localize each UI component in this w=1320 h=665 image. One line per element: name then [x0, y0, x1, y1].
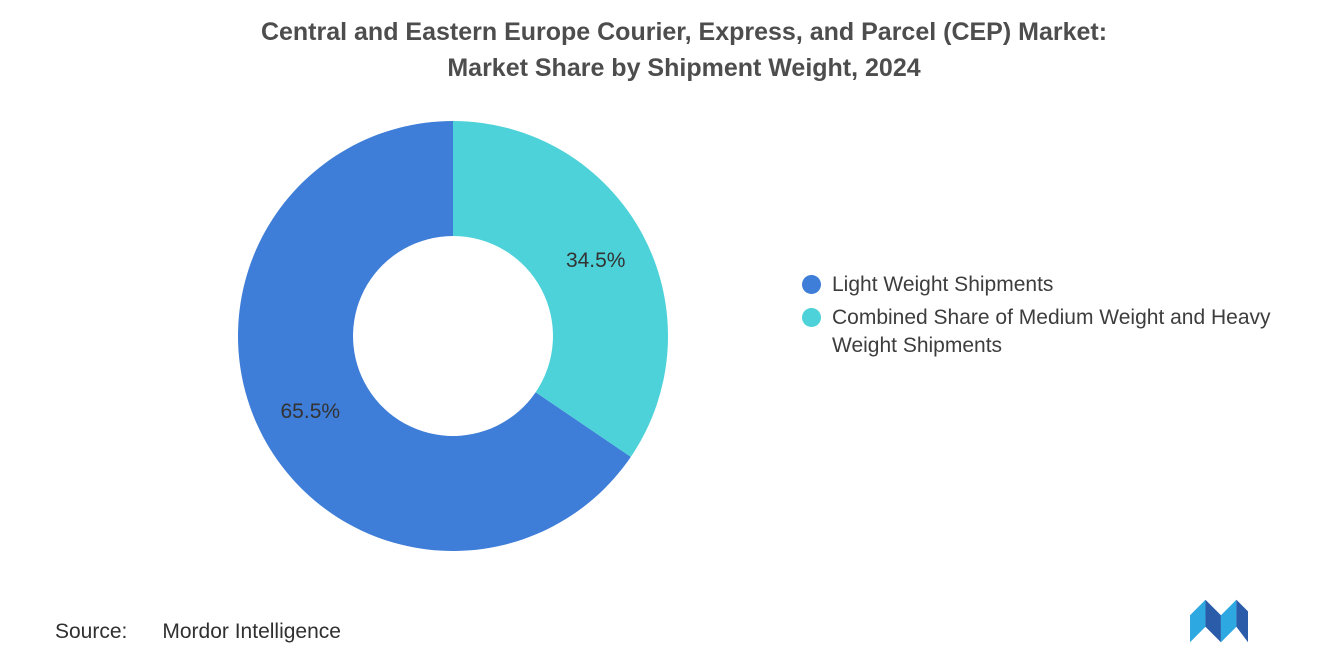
source-label: Source: [55, 620, 128, 643]
legend-item-light-weight-shipments[interactable]: Light Weight Shipments [802, 271, 1282, 299]
slice-label-1: 34.5% [566, 249, 626, 272]
chart-title-line2: Market Share by Shipment Weight, 2024 [447, 54, 921, 83]
legend-marker-light-weight [802, 275, 821, 294]
slice-label-0: 65.5% [281, 400, 341, 423]
mordor-intelligence-logo [1190, 599, 1248, 643]
chart-legend: Light Weight Shipments Combined Share of… [802, 271, 1282, 365]
legend-item-medium-heavy-weight-shipments[interactable]: Combined Share of Medium Weight and Heav… [802, 304, 1282, 360]
donut-slice-1[interactable] [453, 121, 668, 457]
legend-marker-medium-heavy-weight [802, 308, 821, 327]
donut-chart: 65.5% 34.5% [237, 121, 668, 551]
logo-stroke-3 [1220, 599, 1237, 643]
source-value: Mordor Intelligence [162, 620, 341, 643]
logo-stroke-2 [1205, 599, 1221, 643]
legend-label-medium-heavy-weight: Combined Share of Medium Weight and Heav… [832, 306, 1271, 357]
chart-title-line1: Central and Eastern Europe Courier, Expr… [260, 18, 1108, 46]
donut-slice-0[interactable] [237, 121, 631, 551]
chart-title: Central and Eastern Europe Courier, Expr… [0, 14, 1320, 87]
logo-stroke-4 [1236, 599, 1248, 643]
source-line: Source: Mordor Intelligence [55, 620, 341, 644]
legend-label-light-weight: Light Weight Shipments [832, 273, 1054, 296]
logo-stroke-1 [1190, 599, 1206, 643]
